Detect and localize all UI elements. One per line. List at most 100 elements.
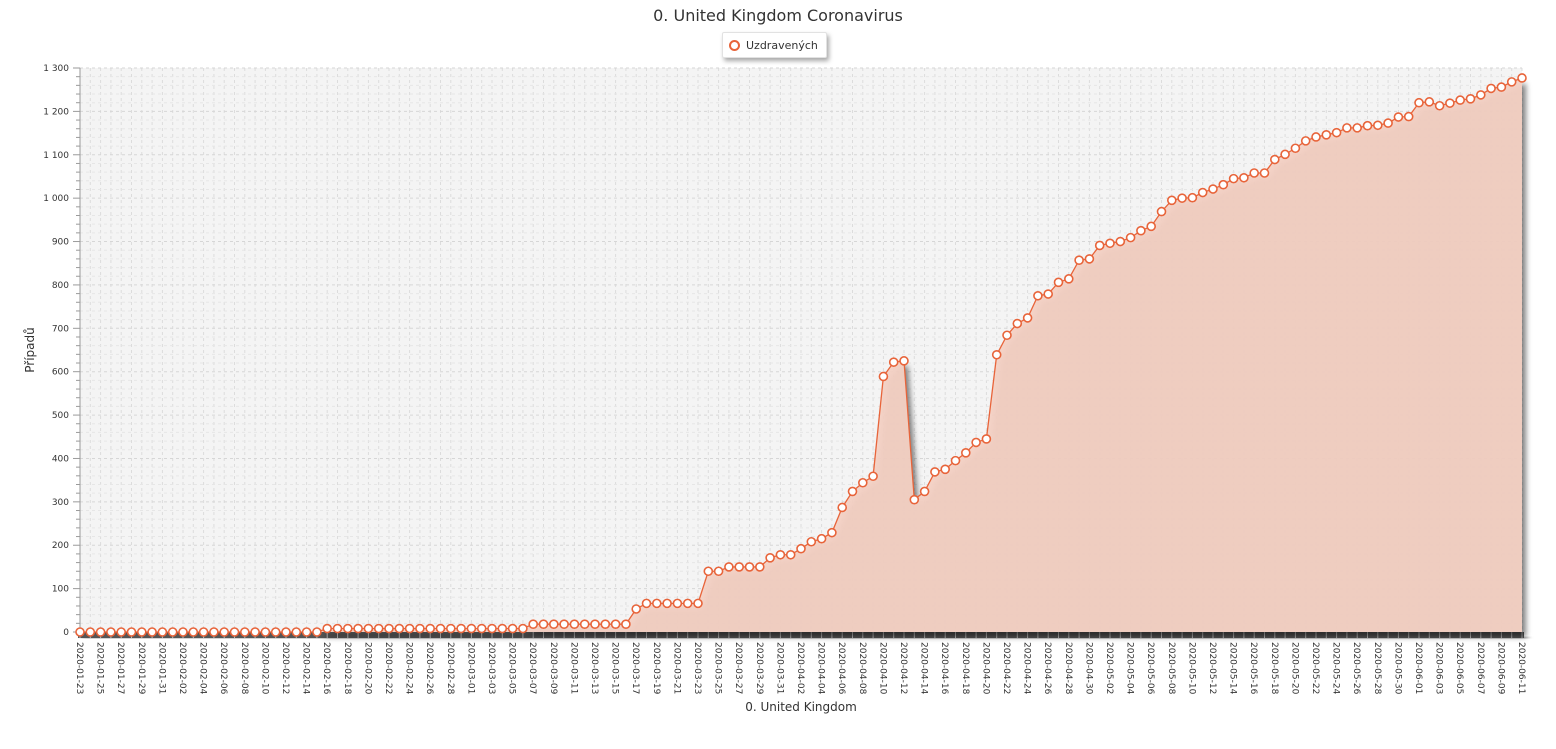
x-tick-label: 2020-04-22	[1001, 642, 1011, 694]
data-point	[1064, 274, 1074, 284]
data-point	[384, 623, 394, 634]
data-point	[1167, 195, 1177, 206]
x-tick-label: 2020-03-07	[527, 642, 537, 694]
x-tick-label: 2020-05-16	[1248, 642, 1258, 695]
data-point	[1342, 123, 1352, 133]
x-tick-label: 2020-03-13	[589, 642, 599, 694]
data-point	[971, 437, 981, 448]
x-tick-label: 2020-05-06	[1145, 642, 1155, 695]
data-point	[1074, 255, 1084, 265]
data-point	[538, 619, 549, 629]
data-point	[435, 623, 446, 634]
data-point	[1084, 254, 1095, 264]
x-tick-label: 2020-03-05	[507, 642, 517, 694]
x-tick-label: 2020-02-14	[301, 642, 311, 695]
data-point	[1414, 97, 1424, 108]
x-tick-label: 2020-02-18	[342, 642, 352, 695]
x-tick-label: 2020-04-06	[836, 642, 846, 695]
data-point	[1476, 90, 1486, 100]
data-point	[899, 356, 909, 366]
data-point	[1208, 184, 1218, 194]
x-tick-label: 2020-05-08	[1166, 642, 1176, 695]
data-point	[888, 357, 899, 367]
data-point	[1393, 112, 1404, 122]
data-point	[1424, 97, 1435, 107]
legend[interactable]: Uzdravených	[722, 32, 827, 58]
data-point	[1434, 100, 1445, 111]
data-point	[590, 619, 600, 629]
y-tick-label: 1 300	[43, 64, 69, 74]
data-point	[672, 598, 683, 609]
data-point	[75, 627, 85, 637]
x-tick-label: 2020-05-14	[1228, 642, 1238, 695]
data-point	[260, 627, 271, 637]
data-point	[1517, 73, 1527, 83]
data-point	[147, 627, 157, 637]
x-tick-label: 2020-06-05	[1454, 642, 1464, 694]
x-tick-label: 2020-02-16	[321, 642, 331, 695]
data-point	[1445, 98, 1455, 108]
data-point	[610, 619, 621, 629]
data-point	[85, 627, 96, 637]
data-point	[1249, 168, 1259, 178]
x-tick-label: 2020-02-02	[177, 642, 187, 694]
data-point	[682, 598, 693, 609]
x-tick-label: 2020-02-24	[404, 642, 414, 695]
x-tick-label: 2020-05-20	[1289, 642, 1299, 695]
data-point	[693, 598, 703, 609]
data-point	[445, 623, 456, 634]
x-tick-label: 2020-02-10	[259, 642, 269, 695]
x-tick-label: 2020-03-21	[671, 642, 681, 694]
data-point	[559, 619, 569, 629]
y-tick-label: 800	[52, 281, 69, 291]
data-point	[827, 527, 837, 538]
x-tick-label: 2020-04-04	[816, 642, 826, 695]
y-tick-label: 1 100	[43, 151, 69, 161]
data-point	[1465, 94, 1476, 104]
y-tick-label: 100	[52, 585, 69, 595]
data-point	[1146, 221, 1156, 232]
x-tick-label: 2020-06-07	[1475, 642, 1485, 694]
data-point	[1362, 120, 1373, 131]
x-tick-label: 2020-03-27	[733, 642, 743, 694]
y-tick-label: 300	[52, 498, 69, 508]
y-tick-label: 1 000	[43, 194, 69, 204]
x-tick-label: 2020-02-12	[280, 642, 290, 694]
data-point	[1331, 127, 1342, 138]
data-point	[1002, 330, 1012, 341]
data-point	[415, 623, 425, 634]
data-point	[548, 619, 559, 629]
x-tick-label: 2020-05-22	[1310, 642, 1320, 694]
data-point	[1373, 120, 1383, 131]
x-tick-label: 2020-03-17	[630, 642, 640, 694]
x-axis-label: 0. United Kingdom	[745, 700, 857, 714]
x-tick-label: 2020-02-26	[424, 642, 434, 695]
x-tick-label: 2020-04-08	[857, 642, 867, 695]
y-tick-label: 0	[63, 628, 69, 638]
data-point	[363, 623, 374, 634]
x-tick-label: 2020-06-03	[1434, 642, 1444, 694]
x-tick-label: 2020-03-29	[754, 642, 764, 695]
data-point	[507, 623, 518, 634]
data-point	[940, 464, 951, 475]
x-tick-label: 2020-02-28	[445, 642, 455, 695]
x-tick-label: 2020-02-08	[239, 642, 249, 695]
x-tick-label: 2020-04-12	[898, 642, 908, 694]
x-tick-label: 2020-02-20	[362, 642, 372, 695]
data-point	[837, 502, 848, 513]
y-tick-label: 700	[52, 324, 69, 334]
data-point	[1125, 232, 1136, 243]
data-point	[1290, 143, 1301, 154]
data-point	[250, 627, 260, 637]
data-point	[1496, 82, 1507, 92]
x-tick-label: 2020-06-11	[1516, 642, 1526, 694]
x-tick-label: 2020-04-16	[939, 642, 949, 695]
legend-marker-icon	[729, 39, 740, 51]
data-point	[404, 623, 415, 634]
data-point	[373, 623, 384, 634]
data-point	[497, 623, 508, 634]
data-point	[785, 549, 796, 560]
data-point	[353, 623, 363, 634]
x-tick-label: 2020-05-04	[1125, 642, 1135, 695]
data-point	[909, 494, 920, 505]
